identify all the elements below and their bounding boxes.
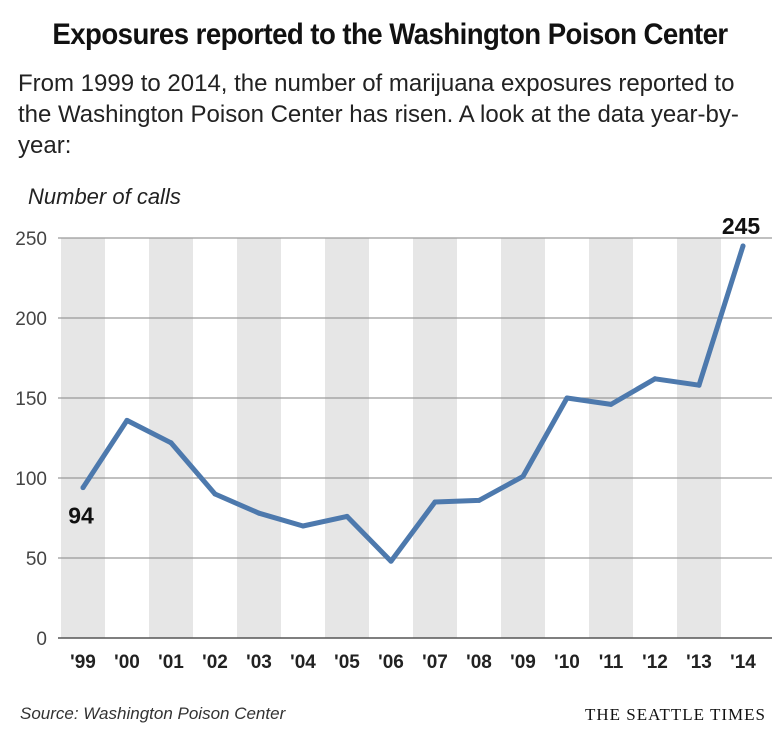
data-point bbox=[300, 523, 306, 529]
y-axis-label: Number of calls bbox=[28, 184, 181, 209]
x-tick-label: '11 bbox=[599, 652, 624, 673]
data-point bbox=[520, 473, 526, 479]
year-band bbox=[589, 238, 633, 638]
series-line bbox=[80, 243, 746, 564]
y-tick-label: 0 bbox=[36, 629, 47, 650]
x-tick-label: '10 bbox=[554, 652, 580, 673]
data-label: 94 bbox=[68, 503, 94, 529]
x-tick-label: '05 bbox=[334, 652, 360, 673]
data-point bbox=[652, 376, 658, 382]
data-point bbox=[124, 417, 130, 423]
x-tick-label: '04 bbox=[290, 652, 316, 673]
x-tick-label: '02 bbox=[202, 652, 228, 673]
year-band bbox=[413, 238, 457, 638]
data-label: 245 bbox=[722, 213, 761, 239]
data-point bbox=[168, 440, 174, 446]
data-point bbox=[740, 243, 746, 249]
x-tick-label: '14 bbox=[730, 652, 756, 673]
data-point bbox=[564, 395, 570, 401]
data-point bbox=[344, 513, 350, 519]
x-tick-label: '00 bbox=[114, 652, 140, 673]
data-point bbox=[80, 485, 86, 491]
x-tick-label: '08 bbox=[466, 652, 492, 673]
data-point bbox=[256, 510, 262, 516]
y-tick-label: 100 bbox=[15, 469, 47, 490]
x-tick-label: '09 bbox=[510, 652, 536, 673]
x-tick-label: '99 bbox=[70, 652, 96, 673]
year-band bbox=[61, 238, 105, 638]
y-tick-label: 250 bbox=[15, 229, 47, 250]
y-tick-label: 50 bbox=[26, 549, 47, 570]
gridlines bbox=[58, 237, 772, 639]
data-point bbox=[608, 401, 614, 407]
x-tick-label: '12 bbox=[642, 652, 668, 673]
year-band bbox=[677, 238, 721, 638]
x-tick-label: '13 bbox=[686, 652, 712, 673]
chart-title: Exposures reported to the Washington Poi… bbox=[52, 18, 728, 51]
data-point bbox=[476, 497, 482, 503]
year-band bbox=[149, 238, 193, 638]
x-tick-labels: '99 '00 '01 '02 '03 '04 '05 '06 '07 '08 '09 '10 '11 '… bbox=[70, 652, 756, 673]
x-tick-label: '01 bbox=[158, 652, 184, 673]
y-tick-label: 150 bbox=[15, 389, 47, 410]
y-tick-labels: 0 50 100 150 200 250 bbox=[15, 229, 47, 650]
data-point bbox=[388, 558, 394, 564]
publisher-logo: THE SEATTLE TIMES bbox=[584, 705, 766, 724]
year-band bbox=[325, 238, 369, 638]
x-tick-label: '06 bbox=[378, 652, 404, 673]
data-labels: 94 245 bbox=[68, 213, 760, 564]
year-band bbox=[501, 238, 545, 638]
x-tick-label: '07 bbox=[422, 652, 448, 673]
source-note: Source: Washington Poison Center bbox=[20, 704, 286, 723]
data-point bbox=[212, 491, 218, 497]
year-bands bbox=[61, 238, 721, 638]
data-point bbox=[696, 382, 702, 388]
chart-subtitle: From 1999 to 2014, the number of marijua… bbox=[18, 70, 739, 159]
data-point bbox=[432, 499, 438, 505]
year-band bbox=[237, 238, 281, 638]
y-tick-label: 200 bbox=[15, 309, 47, 330]
x-tick-label: '03 bbox=[246, 652, 272, 673]
